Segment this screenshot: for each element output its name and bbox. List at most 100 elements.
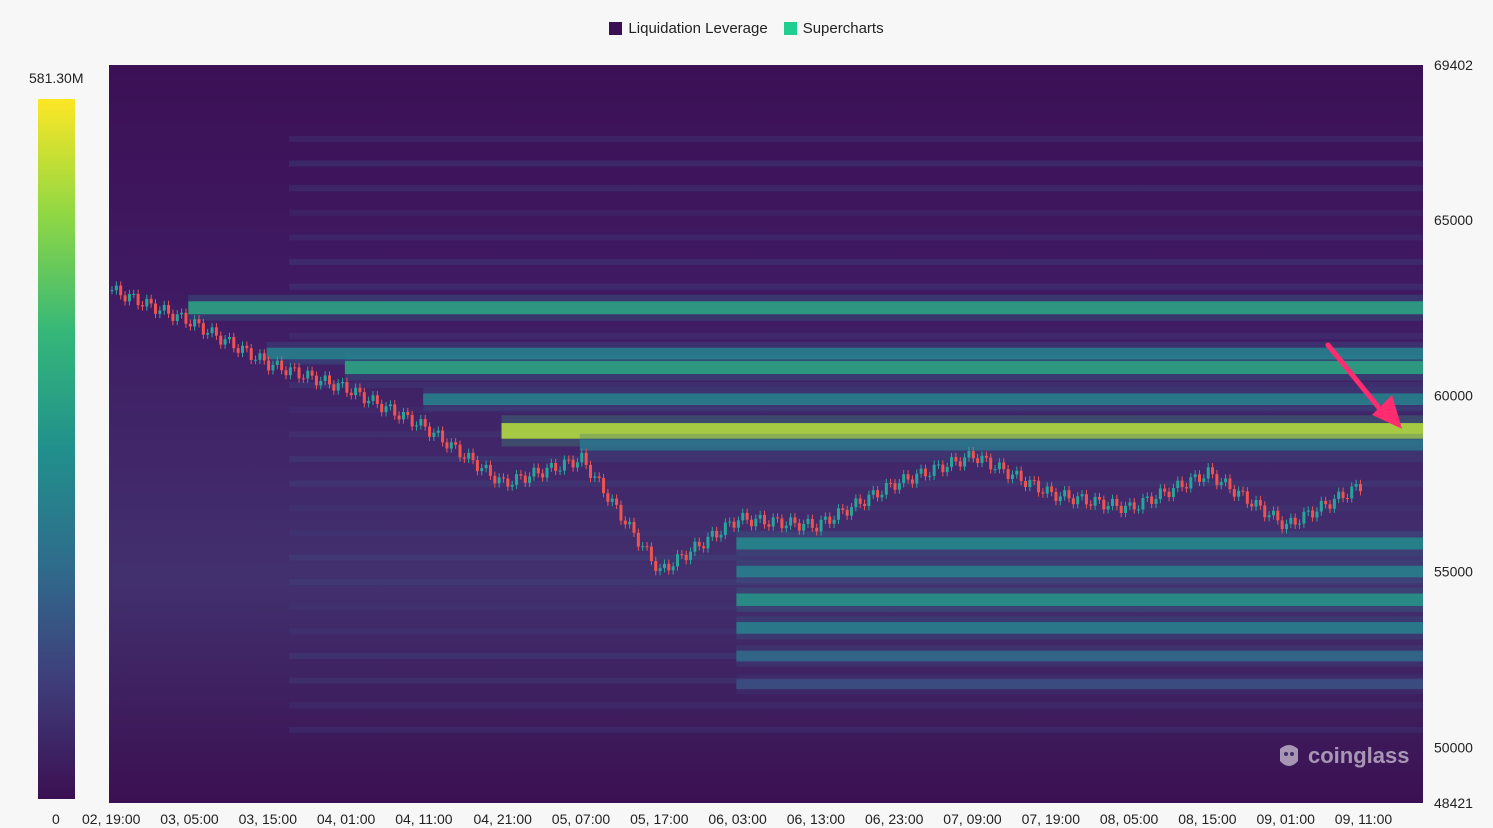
candle-body [584, 452, 588, 465]
candle-body [245, 345, 249, 349]
annotation-arrow [1325, 342, 1402, 429]
candle-body [258, 353, 262, 360]
candle-body [445, 442, 449, 449]
candle-body [301, 378, 305, 380]
candle-body [323, 375, 327, 381]
liquidation-band-glow [736, 616, 1423, 640]
candle-body [1298, 523, 1302, 525]
liquidation-band-glow [736, 559, 1423, 584]
supercharts-swatch [783, 22, 797, 35]
liquidation-band [736, 537, 1423, 550]
candle-body [171, 313, 175, 321]
candle-body [332, 384, 336, 391]
candle-body [458, 444, 462, 458]
candle-body [780, 518, 784, 529]
candle-body [1215, 474, 1219, 486]
x-tick-label: 08, 05:00 [1100, 811, 1159, 827]
candle-body [180, 312, 184, 315]
x-tick-label: 08, 15:00 [1178, 811, 1237, 827]
candle-body [449, 442, 453, 449]
x-tick-label: 03, 15:00 [239, 811, 298, 827]
candle-body [515, 474, 519, 485]
candle-body [923, 468, 927, 477]
liquidation-band [736, 593, 1423, 606]
heatmap-plot [109, 65, 1424, 803]
candle-body [723, 522, 727, 535]
background-band [289, 259, 1423, 266]
candle-body [684, 554, 688, 561]
candle-body [1132, 502, 1136, 510]
candle-body [188, 323, 192, 327]
legend-item-liquidation-leverage[interactable]: Liquidation Leverage [609, 20, 768, 37]
candle-body [967, 451, 971, 458]
candle-body [1150, 496, 1154, 504]
candle-body [1315, 511, 1319, 518]
candle-body [1311, 510, 1315, 518]
candle-body [1328, 504, 1332, 509]
candle-body [1145, 496, 1149, 498]
candle-body [1180, 480, 1184, 488]
x-tick-label: 06, 03:00 [708, 811, 767, 827]
candle-body [823, 516, 827, 520]
background-band [289, 332, 1423, 339]
candle-body [880, 494, 884, 498]
x-tick-label: 07, 09:00 [943, 811, 1002, 827]
candle-body [1158, 488, 1162, 500]
liquidation-band [736, 565, 1423, 578]
candle-body [493, 475, 497, 484]
candle-body [1032, 480, 1036, 482]
candle-body [193, 319, 197, 327]
candle-body [863, 503, 867, 506]
candle-body [1058, 496, 1062, 502]
candle-body [1250, 503, 1254, 507]
candle-body [1337, 491, 1341, 499]
liquidation-band [736, 650, 1423, 662]
candle-body [1071, 498, 1075, 505]
candle-body [1319, 500, 1323, 512]
candle-body [645, 546, 649, 548]
legend: Liquidation Leverage Supercharts [0, 20, 1493, 37]
candle-body [832, 519, 836, 524]
candle-body [341, 381, 345, 384]
liquidation-band-glow [579, 433, 1423, 457]
candle-body [593, 476, 597, 478]
candle-body [528, 476, 532, 483]
candle-body [845, 510, 849, 516]
candle-body [623, 520, 627, 525]
candle-body [436, 430, 440, 433]
liquidation-band [501, 423, 1423, 439]
candle-body [1198, 474, 1201, 482]
candle-body [1224, 478, 1228, 483]
candle-body [1189, 477, 1193, 489]
candle-body [689, 551, 693, 561]
candle-body [1258, 500, 1262, 506]
watermark-text: coinglass [1308, 743, 1410, 768]
candle-body [641, 546, 645, 548]
candle-body [158, 310, 162, 314]
candle-body [349, 392, 353, 396]
liquidation-band-glow [423, 387, 1423, 411]
candle-body [589, 464, 592, 478]
candle-body [658, 568, 662, 572]
background-band [289, 209, 1423, 216]
candle-body [1097, 496, 1101, 500]
liquidation-band [736, 622, 1423, 634]
candle-body [971, 451, 975, 459]
candle-body [145, 298, 149, 307]
candle-body [441, 430, 445, 443]
candle-body [575, 462, 579, 468]
candle-body [475, 460, 479, 472]
candle-body [989, 457, 993, 470]
background-band [289, 456, 1423, 463]
candle-body [201, 323, 205, 335]
candle-body [380, 403, 384, 413]
candle-body [715, 531, 719, 538]
x-tick-label: 04, 01:00 [317, 811, 376, 827]
candle-body [789, 517, 793, 526]
legend-item-supercharts[interactable]: Supercharts [783, 20, 884, 37]
candle-body [915, 473, 919, 484]
candle-body [580, 452, 584, 463]
y-tick-label: 55000 [1434, 564, 1473, 580]
candle-body [223, 339, 227, 345]
candle-body [206, 333, 210, 335]
